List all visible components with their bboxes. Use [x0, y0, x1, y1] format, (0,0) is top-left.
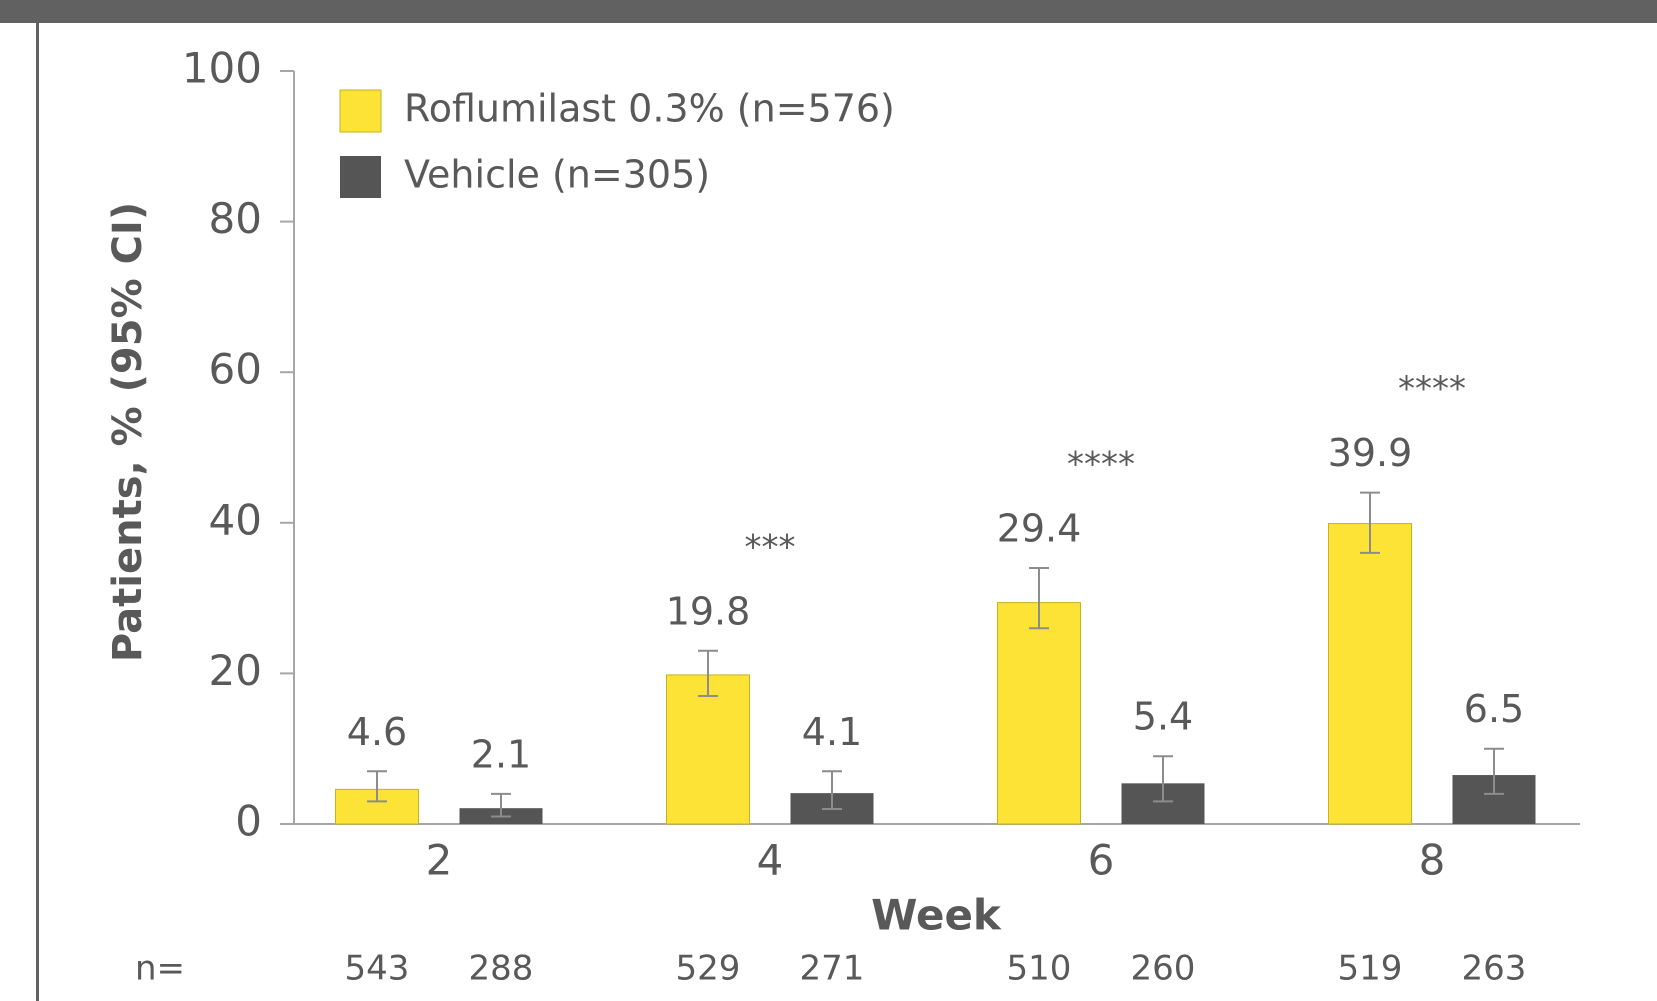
value-label: 4.6 [347, 710, 407, 754]
bar [666, 674, 750, 825]
y-tick-label: 80 [209, 194, 262, 243]
n-count: 543 [345, 949, 410, 989]
value-label: 29.4 [997, 506, 1082, 550]
y-tick-label: 40 [209, 495, 262, 544]
bar [1328, 523, 1412, 825]
x-tick-label: 8 [1419, 836, 1446, 885]
value-label: 19.8 [666, 589, 751, 633]
y-tick-label: 100 [182, 44, 262, 93]
legend-label: Vehicle (n=305) [404, 153, 710, 197]
y-tick-label: 60 [209, 345, 262, 394]
y-tick-label: 20 [209, 646, 262, 695]
bar [997, 602, 1081, 825]
x-tick-label: 4 [757, 836, 784, 885]
y-axis-label: Patients, % (95% CI) [105, 202, 151, 662]
n-count: 529 [676, 949, 741, 989]
value-label: 4.1 [802, 710, 862, 754]
x-tick-label: 2 [426, 836, 453, 885]
legend-swatch [340, 156, 381, 198]
value-label: 2.1 [471, 732, 531, 776]
value-label: 5.4 [1133, 695, 1193, 739]
significance: **** [1067, 444, 1135, 484]
significance: **** [1398, 369, 1466, 409]
x-tick-label: 6 [1088, 836, 1115, 885]
n-label: n= [135, 949, 185, 989]
legend-swatch [339, 89, 382, 133]
x-axis-label: Week [871, 891, 1002, 940]
n-count: 271 [800, 949, 865, 989]
left-border [36, 0, 39, 1001]
legend-label: Roflumilast 0.3% (n=576) [404, 87, 895, 131]
value-label: 39.9 [1328, 431, 1413, 475]
n-count: 510 [1007, 949, 1072, 989]
n-count: 263 [1462, 949, 1527, 989]
y-tick-label: 0 [235, 797, 262, 846]
n-count: 260 [1131, 949, 1196, 989]
n-count: 288 [469, 949, 534, 989]
value-label: 6.5 [1464, 687, 1524, 731]
n-count: 519 [1338, 949, 1403, 989]
top-band [0, 0, 1657, 23]
significance: *** [745, 527, 796, 567]
